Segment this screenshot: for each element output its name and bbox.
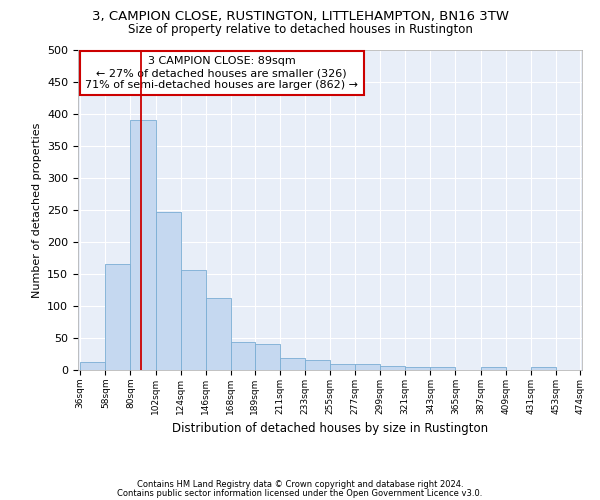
Bar — [255, 344, 280, 370]
Bar — [330, 364, 355, 370]
Bar — [231, 342, 255, 370]
Bar — [80, 362, 106, 370]
Text: 3 CAMPION CLOSE: 89sqm
← 27% of detached houses are smaller (326)
71% of semi-de: 3 CAMPION CLOSE: 89sqm ← 27% of detached… — [85, 56, 358, 90]
Bar — [206, 298, 231, 370]
Bar — [155, 212, 181, 370]
Bar — [305, 360, 330, 370]
X-axis label: Distribution of detached houses by size in Rustington: Distribution of detached houses by size … — [172, 422, 488, 436]
Bar — [355, 364, 380, 370]
Bar — [405, 367, 430, 370]
Bar — [181, 270, 206, 370]
Text: Size of property relative to detached houses in Rustington: Size of property relative to detached ho… — [128, 22, 472, 36]
Bar — [380, 366, 405, 370]
Bar — [280, 358, 305, 370]
Bar — [130, 120, 155, 370]
Bar — [481, 367, 506, 370]
Text: Contains HM Land Registry data © Crown copyright and database right 2024.: Contains HM Land Registry data © Crown c… — [137, 480, 463, 489]
Bar — [106, 264, 130, 370]
Bar — [530, 367, 556, 370]
Text: 3, CAMPION CLOSE, RUSTINGTON, LITTLEHAMPTON, BN16 3TW: 3, CAMPION CLOSE, RUSTINGTON, LITTLEHAMP… — [91, 10, 509, 23]
Text: Contains public sector information licensed under the Open Government Licence v3: Contains public sector information licen… — [118, 488, 482, 498]
Y-axis label: Number of detached properties: Number of detached properties — [32, 122, 41, 298]
Bar — [430, 368, 455, 370]
